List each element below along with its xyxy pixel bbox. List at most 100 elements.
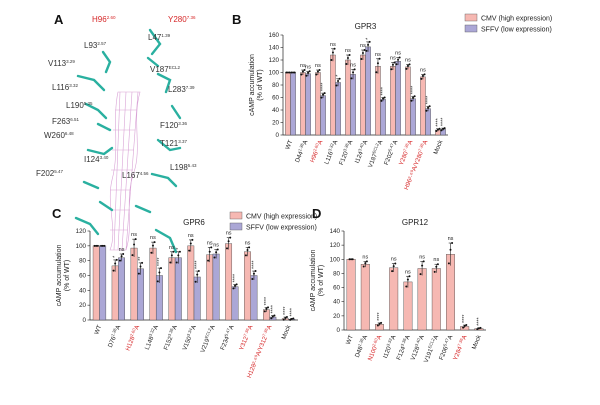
bar-cmv-h96 xyxy=(420,76,426,136)
residue-label-l190: L1905.35 xyxy=(66,101,93,110)
replicate-point xyxy=(244,254,247,257)
replicate-point xyxy=(286,71,289,74)
replicate-point xyxy=(175,261,178,264)
x-tick-label: L1163.32A xyxy=(322,138,340,166)
legend-label-sffv: SFFV (low expression) xyxy=(481,27,552,34)
replicate-point xyxy=(210,246,213,249)
replicate-point xyxy=(477,327,480,330)
replicate-point xyxy=(292,317,295,320)
x-tick-label: F1243.36A xyxy=(394,333,412,361)
significance-label: ns xyxy=(395,51,401,57)
replicate-point xyxy=(303,69,306,71)
y-tick-label: 20 xyxy=(333,313,340,320)
residue-label-l283: L2837.39 xyxy=(168,85,195,94)
significance-label: ns xyxy=(405,57,411,63)
significance-label: **** xyxy=(377,312,383,321)
replicate-point xyxy=(273,314,276,317)
replicate-point xyxy=(290,317,293,320)
replicate-point xyxy=(156,280,159,283)
replicate-point xyxy=(301,70,304,73)
replicate-point xyxy=(151,244,154,247)
replicate-point xyxy=(380,321,383,324)
y-tick-label: 60 xyxy=(79,273,86,280)
significance-label: ns xyxy=(360,43,366,49)
y-tick-label: 120 xyxy=(76,228,87,235)
bar-sffv-v150 xyxy=(193,276,201,321)
residue-label-w260: W2606.48 xyxy=(44,131,74,140)
replicate-point xyxy=(289,318,292,321)
y-tick-label: 120 xyxy=(330,242,341,249)
significance-label: ns xyxy=(207,240,213,246)
significance-label: ns xyxy=(300,63,306,69)
replicate-point xyxy=(159,267,162,270)
replicate-point xyxy=(421,74,424,77)
significance-label: ** xyxy=(138,256,144,261)
replicate-point xyxy=(177,254,180,257)
replicate-point xyxy=(365,260,368,263)
replicate-point xyxy=(408,275,411,278)
bar-sffv-i124 xyxy=(365,46,371,136)
replicate-point xyxy=(172,250,175,253)
replicate-point xyxy=(170,254,173,257)
replicate-point xyxy=(397,58,400,61)
replicate-point xyxy=(476,328,479,331)
y-axis-label: cAMP accumulation(% of WT) xyxy=(310,250,325,312)
replicate-point xyxy=(438,127,441,130)
residue-label-l116: L1163.32 xyxy=(52,83,78,92)
replicate-point xyxy=(421,264,424,267)
replicate-point xyxy=(333,47,336,50)
replicate-point xyxy=(348,258,351,261)
legend-swatch-cmv xyxy=(229,211,243,220)
legend-swatch-sffv xyxy=(464,24,478,33)
bar-cmv-v128 xyxy=(417,268,427,331)
replicate-point xyxy=(188,249,191,252)
bar-cmv-wt xyxy=(285,72,291,136)
bar-sffv-l116 xyxy=(335,82,341,136)
bar-sffv-f202 xyxy=(395,61,401,136)
residue-label-l167: L1674.56 xyxy=(122,171,149,180)
bar-cmv-h128 xyxy=(130,247,138,321)
x-tick-label: WT xyxy=(345,334,355,346)
significance-label: ns xyxy=(245,240,251,246)
replicate-point xyxy=(131,254,134,257)
replicate-point xyxy=(335,84,338,87)
replicate-point xyxy=(383,96,386,99)
replicate-point xyxy=(120,255,123,258)
replicate-point xyxy=(103,244,106,247)
x-tick-label: H1282.60A xyxy=(123,323,141,352)
replicate-point xyxy=(365,49,368,52)
x-tick-label: L1483.32A xyxy=(143,323,161,351)
replicate-point xyxy=(194,280,197,283)
significance-label: * xyxy=(336,74,342,77)
replicate-point xyxy=(285,316,288,319)
replicate-point xyxy=(451,242,454,245)
significance-label: **** xyxy=(381,86,387,95)
replicate-point xyxy=(391,270,394,273)
replicate-point xyxy=(137,272,140,275)
replicate-point xyxy=(436,128,439,131)
bar-sffv-wt xyxy=(99,245,107,321)
significance-label: ns xyxy=(330,42,336,48)
residue-label-f263: F2636.51 xyxy=(52,117,79,126)
replicate-point xyxy=(419,273,422,276)
residue-label-v187: V187ECL2 xyxy=(150,65,180,74)
y-tick-label: 0 xyxy=(276,132,280,139)
significance-label: ns xyxy=(213,243,219,249)
replicate-point xyxy=(351,258,354,261)
x-tick-label: F2345.47A xyxy=(218,323,236,351)
x-tick-label: H962.60A xyxy=(308,138,325,164)
replicate-point xyxy=(442,127,445,130)
replicate-point xyxy=(367,43,370,46)
legend-swatch-sffv xyxy=(229,222,243,231)
replicate-point xyxy=(141,261,144,264)
bar-sffv-v187 xyxy=(380,99,386,136)
replicate-point xyxy=(465,324,468,327)
replicate-point xyxy=(285,71,288,74)
replicate-point xyxy=(115,258,118,261)
residue-label-i124: I1243.40 xyxy=(84,155,109,164)
panel-b-chart: GPR3 0 20 40 60 80 100 120 140 160 cAMP accumulati… xyxy=(249,22,448,191)
x-tick-label: D441.36A xyxy=(293,138,310,164)
replicate-point xyxy=(375,71,378,74)
replicate-point xyxy=(282,318,285,321)
significance-label: **** xyxy=(283,306,289,315)
